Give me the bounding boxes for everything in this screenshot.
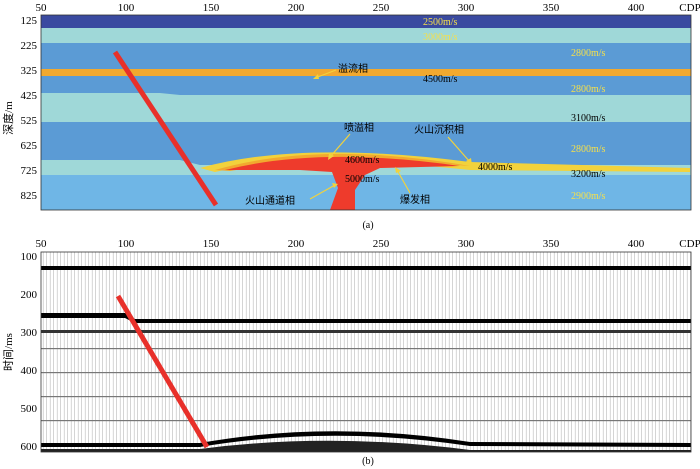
layer-2900 bbox=[41, 175, 691, 210]
velocity-label: 4000m/s bbox=[478, 162, 513, 173]
y-tick: 600 bbox=[21, 441, 38, 453]
x-unit-cdp: CDP bbox=[679, 238, 700, 250]
layer-2800-upper bbox=[41, 76, 691, 93]
velocity-label: 3100m/s bbox=[571, 113, 606, 124]
facies-label-sedimentary: 火山沉积相 bbox=[414, 123, 464, 136]
y-tick: 625 bbox=[21, 140, 38, 152]
layer-2800-top bbox=[41, 43, 691, 69]
x-unit-cdp: CDP bbox=[679, 2, 700, 14]
facies-label-conduit: 火山通道相 bbox=[245, 194, 295, 207]
y-tick: 425 bbox=[21, 90, 38, 102]
layer-3000 bbox=[41, 28, 691, 43]
layer-4500 bbox=[41, 69, 691, 76]
facies-annotations: 溢流相 喷溢相 火山沉积相 火山通道相 爆发相 bbox=[245, 62, 472, 207]
velocity-label: 2500m/s bbox=[423, 17, 458, 28]
y-tick: 500 bbox=[21, 403, 38, 415]
x-tick: 150 bbox=[203, 2, 220, 14]
x-tick: 250 bbox=[373, 238, 390, 250]
caption-b: (b) bbox=[362, 456, 374, 467]
facies-label-overflow: 溢流相 bbox=[338, 62, 368, 75]
x-tick: 300 bbox=[458, 238, 475, 250]
velocity-label: 2800m/s bbox=[571, 144, 606, 155]
velocity-label: 3000m/s bbox=[423, 32, 458, 43]
velocity-label: 5000m/s bbox=[345, 174, 380, 185]
velocity-label: 4600m/s bbox=[345, 155, 380, 166]
panel-a-y-axis: 125 225 325 425 525 625 725 825 深度/m bbox=[1, 15, 38, 202]
x-tick: 350 bbox=[543, 2, 560, 14]
panel-b-seismic-section bbox=[41, 252, 691, 452]
x-tick: 200 bbox=[288, 238, 305, 250]
fault-line-b bbox=[115, 294, 210, 449]
velocity-label: 2900m/s bbox=[571, 191, 606, 202]
reflector-270ms bbox=[41, 313, 691, 323]
velocity-label: 3200m/s bbox=[571, 169, 606, 180]
x-tick: 400 bbox=[628, 238, 645, 250]
annotation-arrowhead bbox=[466, 158, 472, 165]
velocity-label: 4500m/s bbox=[423, 74, 458, 85]
x-tick: 150 bbox=[203, 238, 220, 250]
y-tick: 125 bbox=[21, 15, 38, 27]
x-tick: 200 bbox=[288, 2, 305, 14]
y-tick: 325 bbox=[21, 65, 38, 77]
y-tick: 725 bbox=[21, 165, 38, 177]
annotation-arrow bbox=[309, 184, 336, 200]
annotation-arrowhead bbox=[328, 153, 334, 160]
x-tick: 50 bbox=[36, 238, 48, 250]
x-tick: 300 bbox=[458, 2, 475, 14]
panel-b-y-axis: 100 200 300 400 500 600 时间/ms bbox=[2, 251, 38, 453]
fault-line-a bbox=[112, 50, 219, 207]
annotation-arrowhead bbox=[395, 167, 401, 173]
reflector-volcanic-lower bbox=[41, 440, 691, 452]
reflector-faint-1 bbox=[41, 348, 691, 350]
reflector-120ms bbox=[41, 266, 691, 270]
panel-a-x-axis: 50 100 150 200 250 300 350 400 CDP bbox=[36, 2, 700, 14]
caption-a: (a) bbox=[362, 220, 373, 231]
facies-label-eruptive: 喷溢相 bbox=[344, 121, 374, 134]
x-tick: 350 bbox=[543, 238, 560, 250]
y-tick: 225 bbox=[21, 40, 38, 52]
reflector-faint-4 bbox=[41, 420, 691, 422]
velocity-labels: 2500m/s 3000m/s 2800m/s 4500m/s 2800m/s … bbox=[345, 17, 606, 202]
y-tick: 525 bbox=[21, 115, 38, 127]
velocity-label: 2800m/s bbox=[571, 48, 606, 59]
reflector-285ms bbox=[41, 330, 691, 333]
facies-label-explosive: 爆发相 bbox=[400, 193, 430, 206]
x-tick: 250 bbox=[373, 2, 390, 14]
y-axis-label-time: 时间/ms bbox=[2, 333, 15, 371]
x-tick: 400 bbox=[628, 2, 645, 14]
annotation-arrowhead bbox=[313, 74, 319, 79]
y-tick: 200 bbox=[21, 289, 38, 301]
x-tick: 100 bbox=[118, 238, 135, 250]
layer-2500 bbox=[41, 15, 691, 28]
seismic-traces bbox=[41, 252, 691, 452]
velocity-label: 2800m/s bbox=[571, 84, 606, 95]
annotation-arrow bbox=[396, 169, 411, 194]
y-tick: 400 bbox=[21, 365, 38, 377]
panel-a-velocity-model bbox=[41, 15, 691, 210]
panel-a-frame bbox=[40, 14, 692, 211]
annotation-arrow bbox=[447, 136, 471, 163]
annotation-arrowhead bbox=[332, 183, 338, 188]
panel-b-x-axis: 50 100 150 200 250 300 350 400 CDP bbox=[36, 238, 700, 250]
reflector-faint-2 bbox=[41, 372, 691, 374]
layer-3100 bbox=[41, 93, 691, 122]
panel-b-frame bbox=[40, 251, 692, 453]
y-tick: 100 bbox=[21, 251, 38, 263]
y-tick: 300 bbox=[21, 327, 38, 339]
volcanic-body-red bbox=[225, 156, 460, 210]
x-tick: 100 bbox=[118, 2, 135, 14]
annotation-arrow bbox=[329, 133, 351, 158]
reflector-faint-3 bbox=[41, 396, 691, 398]
y-tick: 825 bbox=[21, 190, 38, 202]
x-tick: 50 bbox=[36, 2, 48, 14]
eruptive-facies-cap bbox=[215, 153, 470, 171]
y-axis-label-depth: 深度/m bbox=[1, 101, 15, 135]
